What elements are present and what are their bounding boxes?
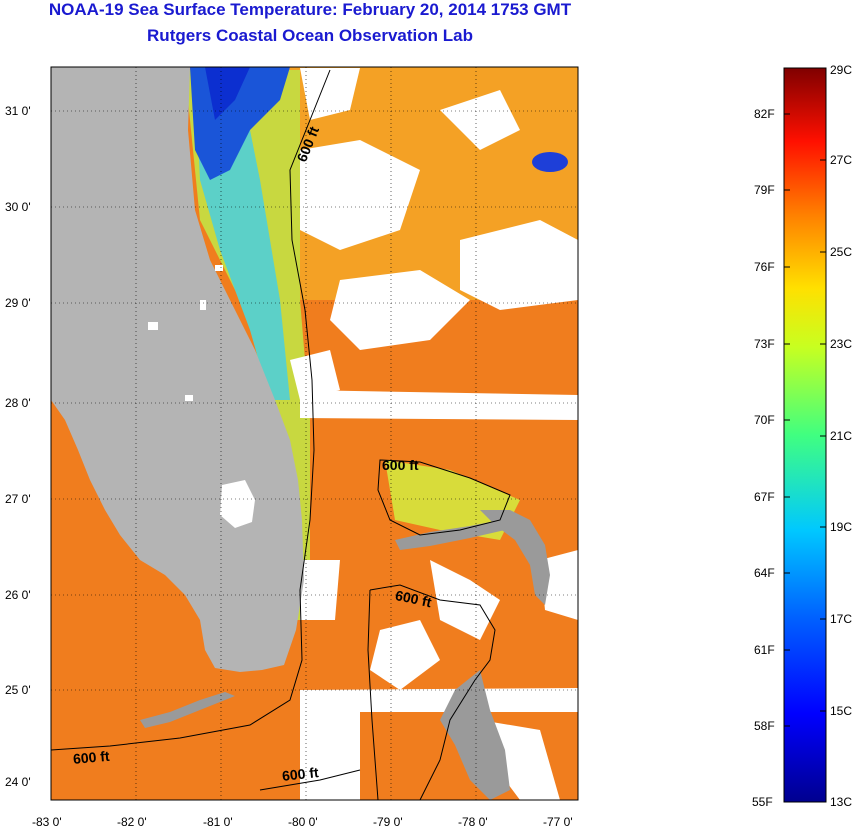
celsius-label: 23C xyxy=(830,337,852,351)
colorbar: 29C 27C 25C 23C 21C 19C 17C 15C 13C 82F … xyxy=(752,63,852,809)
lake-okeechobee xyxy=(220,480,255,528)
map-title: NOAA-19 Sea Surface Temperature: Februar… xyxy=(48,0,572,19)
lat-label: 29 0' xyxy=(5,296,31,310)
cloud-cover xyxy=(290,68,578,800)
fahrenheit-label: 79F xyxy=(754,183,775,197)
lon-label: -78 0' xyxy=(458,815,488,829)
lat-label: 30 0' xyxy=(5,200,31,214)
lat-label: 31 0' xyxy=(5,104,31,118)
bahama-bank xyxy=(385,460,520,540)
contour-label-tongue: 600 ft xyxy=(394,587,433,610)
lat-label: 26 0' xyxy=(5,588,31,602)
colorbar-gradient xyxy=(783,67,827,803)
celsius-label: 19C xyxy=(830,520,852,534)
lon-label: -81 0' xyxy=(203,815,233,829)
fahrenheit-label: 76F xyxy=(754,260,775,274)
lon-label: -77 0' xyxy=(543,815,573,829)
florida-keys xyxy=(140,692,235,728)
lat-label: 28 0' xyxy=(5,396,31,410)
celsius-label: 27C xyxy=(830,153,852,167)
fahrenheit-label: 55F xyxy=(752,795,773,809)
map-image xyxy=(51,67,578,800)
celsius-label: 25C xyxy=(830,245,852,259)
fahrenheit-label: 67F xyxy=(754,490,775,504)
contour-label-keys: 600 ft xyxy=(72,748,110,767)
lon-label: -82 0' xyxy=(117,815,147,829)
lat-label: 27 0' xyxy=(5,492,31,506)
lat-label: 24 0' xyxy=(5,775,31,789)
map-frame xyxy=(50,66,579,801)
cold-eddy xyxy=(532,152,568,172)
abaco-island xyxy=(480,510,550,605)
grand-bahama xyxy=(395,520,505,550)
sst-map: 600 ft 600 ft 600 ft 600 ft 600 ft 31 0'… xyxy=(5,66,579,829)
fahrenheit-label: 73F xyxy=(754,337,775,351)
lon-label: -83 0' xyxy=(32,815,62,829)
celsius-label: 13C xyxy=(830,795,852,809)
fahrenheit-label: 58F xyxy=(754,719,775,733)
cold-core xyxy=(205,67,250,120)
contour-label-bahama: 600 ft xyxy=(382,457,419,473)
celsius-ticks xyxy=(820,159,826,712)
map-subtitle: Rutgers Coastal Ocean Observation Lab xyxy=(147,26,473,45)
celsius-label: 29C xyxy=(830,63,852,77)
fahrenheit-label: 70F xyxy=(754,413,775,427)
fahrenheit-label: 61F xyxy=(754,643,775,657)
celsius-label: 21C xyxy=(830,429,852,443)
celsius-label: 17C xyxy=(830,612,852,626)
fahrenheit-label: 64F xyxy=(754,566,775,580)
fahrenheit-ticks xyxy=(784,113,790,727)
celsius-label: 15C xyxy=(830,704,852,718)
inland-lakes xyxy=(148,265,223,401)
lon-label: -80 0' xyxy=(288,815,318,829)
andros-island xyxy=(440,670,510,800)
isobath-600ft xyxy=(51,69,511,800)
lat-label: 25 0' xyxy=(5,683,31,697)
contour-label-south: 600 ft xyxy=(281,764,319,784)
fahrenheit-label: 82F xyxy=(754,107,775,121)
lon-label: -79 0' xyxy=(373,815,403,829)
